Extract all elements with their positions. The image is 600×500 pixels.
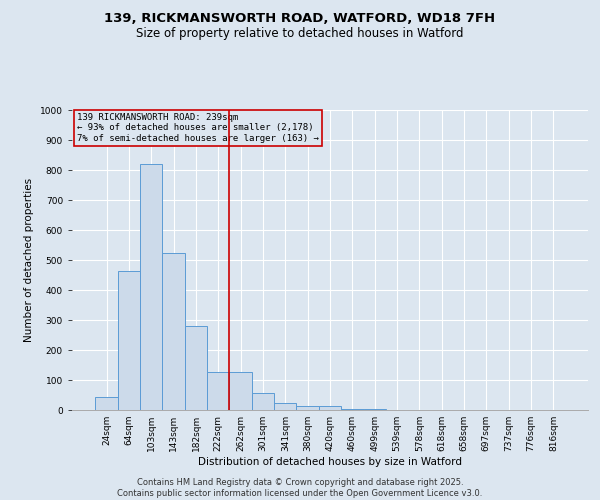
Bar bbox=[207, 372, 229, 410]
Bar bbox=[341, 408, 364, 410]
Bar bbox=[296, 406, 319, 410]
Text: Size of property relative to detached houses in Watford: Size of property relative to detached ho… bbox=[136, 28, 464, 40]
Bar bbox=[274, 404, 296, 410]
Text: 139 RICKMANSWORTH ROAD: 239sqm
← 93% of detached houses are smaller (2,178)
7% o: 139 RICKMANSWORTH ROAD: 239sqm ← 93% of … bbox=[77, 113, 319, 143]
X-axis label: Distribution of detached houses by size in Watford: Distribution of detached houses by size … bbox=[198, 457, 462, 467]
Text: 139, RICKMANSWORTH ROAD, WATFORD, WD18 7FH: 139, RICKMANSWORTH ROAD, WATFORD, WD18 7… bbox=[104, 12, 496, 26]
Y-axis label: Number of detached properties: Number of detached properties bbox=[25, 178, 34, 342]
Bar bbox=[118, 270, 140, 410]
Bar bbox=[140, 164, 163, 410]
Bar bbox=[163, 252, 185, 410]
Bar bbox=[229, 372, 252, 410]
Bar bbox=[95, 396, 118, 410]
Text: Contains HM Land Registry data © Crown copyright and database right 2025.
Contai: Contains HM Land Registry data © Crown c… bbox=[118, 478, 482, 498]
Bar bbox=[319, 406, 341, 410]
Bar bbox=[185, 326, 207, 410]
Bar bbox=[252, 392, 274, 410]
